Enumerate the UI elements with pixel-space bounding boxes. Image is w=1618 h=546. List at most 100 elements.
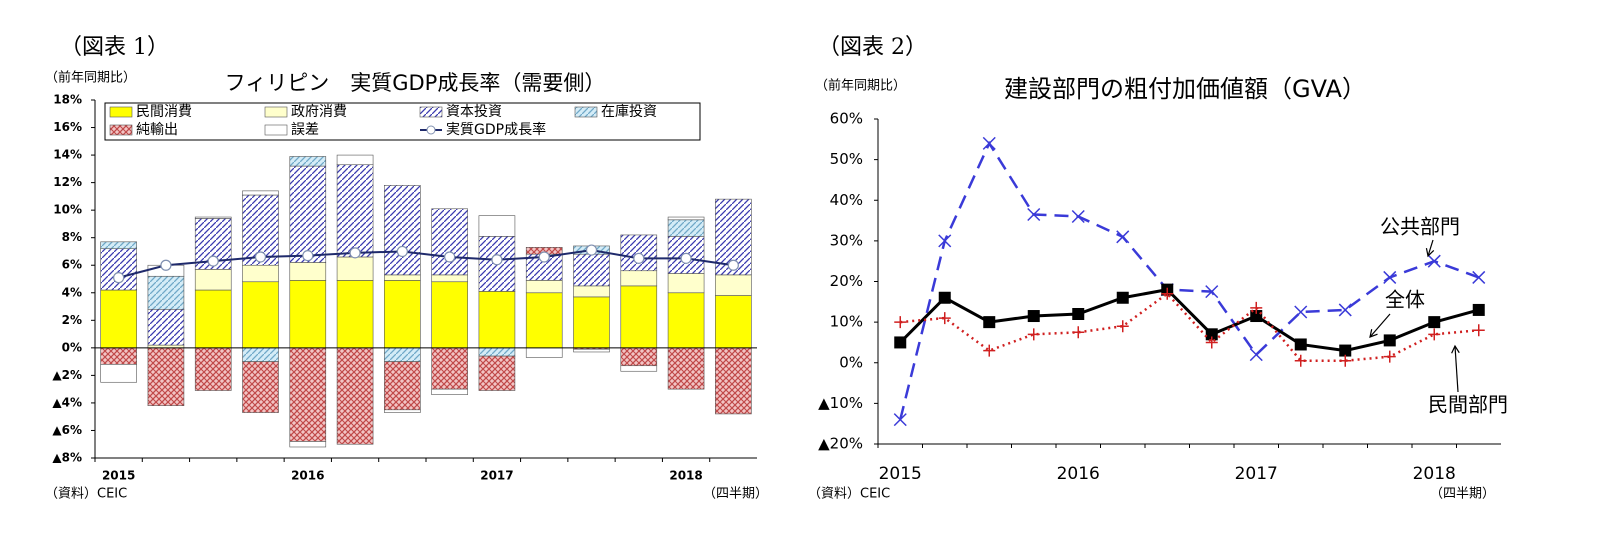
line-marker	[1472, 270, 1486, 284]
bar-segment	[431, 388, 468, 395]
line-marker	[585, 244, 598, 256]
bar-segment	[100, 241, 137, 250]
y-tick-label: 10%	[53, 203, 82, 217]
y-tick-label: 0%	[839, 353, 863, 371]
series-line	[118, 249, 734, 279]
line-marker	[1338, 303, 1352, 317]
bar-segment	[289, 165, 327, 263]
bar-segment	[525, 292, 563, 349]
bar-segment	[667, 219, 705, 237]
line-marker	[1428, 316, 1441, 329]
bar-segment	[384, 361, 421, 411]
figure-label: （図表 1）	[60, 35, 169, 60]
x-tick-label: 2018	[669, 469, 702, 483]
series-annotation: 公共部門	[1380, 215, 1460, 239]
bar-segment	[289, 156, 327, 167]
bar-segment	[478, 355, 516, 391]
bar-segment	[147, 308, 185, 346]
unit-note: （前年同期比）	[815, 78, 906, 94]
bar-segment	[384, 274, 421, 281]
bar-segment	[194, 216, 232, 219]
line-marker	[1116, 230, 1130, 244]
line-marker	[1383, 350, 1396, 363]
annotation-arrow	[1369, 313, 1391, 338]
line-marker	[1250, 301, 1263, 314]
x-note: （四半期）	[1430, 487, 1495, 502]
annotation-arrowhead	[1369, 329, 1378, 338]
y-tick-label: ▲10%	[818, 394, 863, 412]
y-tick-label: 8%	[62, 230, 82, 244]
bar-segment	[478, 291, 516, 349]
line-marker	[254, 251, 267, 263]
unit-note: （前年同期比）	[45, 70, 136, 86]
y-tick-label: ▲8%	[52, 451, 82, 465]
line-marker	[207, 255, 219, 267]
y-tick-label: 12%	[53, 175, 82, 189]
y-tick-label: 16%	[53, 120, 82, 134]
bar-segment	[242, 361, 279, 413]
bar-segment	[147, 347, 185, 406]
bar-segment	[431, 347, 468, 390]
legend-label: 政府消費	[291, 104, 347, 120]
y-tick-label: ▲4%	[52, 395, 82, 409]
line-marker	[1339, 344, 1352, 357]
x-tick-label: 2016	[291, 469, 324, 483]
legend-label: 誤差	[291, 122, 319, 138]
bar-segment	[478, 347, 516, 357]
bar-segment	[289, 280, 327, 349]
x-tick-label: 2016	[1057, 464, 1100, 484]
bar-segment	[336, 154, 374, 166]
line-marker	[1472, 303, 1485, 316]
line-marker	[1294, 338, 1307, 351]
bar-segment	[384, 347, 421, 362]
figure-label: （図表 2）	[818, 35, 927, 60]
x-tick-label: 2015	[879, 464, 922, 484]
line-marker	[938, 291, 951, 304]
source: （資料）CEIC	[808, 487, 890, 502]
annotation-arrow	[1454, 345, 1459, 393]
bar-segment	[573, 296, 610, 349]
legend-marker	[426, 125, 436, 135]
line-marker	[444, 251, 456, 263]
series-line	[899, 288, 1480, 353]
legend-label: 純輸出	[136, 122, 178, 138]
bar-segment	[715, 274, 752, 296]
legend-swatch	[419, 106, 443, 118]
y-tick-label: ▲2%	[52, 368, 82, 382]
legend-label: 資本投資	[446, 104, 502, 120]
y-tick-label: 14%	[53, 148, 82, 162]
bar-segment	[525, 347, 563, 358]
bar-segment	[431, 281, 468, 349]
line-marker	[680, 252, 692, 264]
bar-segment	[242, 281, 279, 349]
legend-swatch	[264, 106, 288, 118]
y-tick-label: 20%	[830, 272, 863, 290]
x-tick-label: 2015	[102, 469, 135, 483]
bar-segment	[289, 441, 327, 448]
legend-swatch	[574, 106, 598, 118]
line-marker	[893, 413, 907, 427]
bar-segment	[194, 347, 232, 391]
bar-segment	[242, 264, 279, 283]
line-marker	[1027, 328, 1040, 341]
line-marker	[1205, 285, 1219, 299]
line-marker	[1116, 320, 1129, 333]
y-tick-label: 40%	[830, 191, 863, 209]
line-marker	[1161, 287, 1174, 300]
series-annotation: 全体	[1385, 288, 1425, 312]
line-marker	[1249, 348, 1263, 362]
bar-segment	[573, 348, 610, 353]
series-line	[899, 140, 1480, 420]
y-tick-label: 18%	[53, 93, 82, 107]
source: （資料）CEIC	[45, 487, 127, 502]
line-marker	[1205, 328, 1218, 341]
y-tick-label: 6%	[62, 258, 82, 272]
legend-label: 実質GDP成長率	[446, 121, 546, 138]
line-marker	[1071, 209, 1085, 224]
bar-segment	[336, 256, 374, 281]
series-line	[900, 292, 1479, 362]
bar-segment	[384, 185, 421, 276]
line-marker	[1250, 310, 1263, 323]
line-marker	[894, 316, 907, 329]
